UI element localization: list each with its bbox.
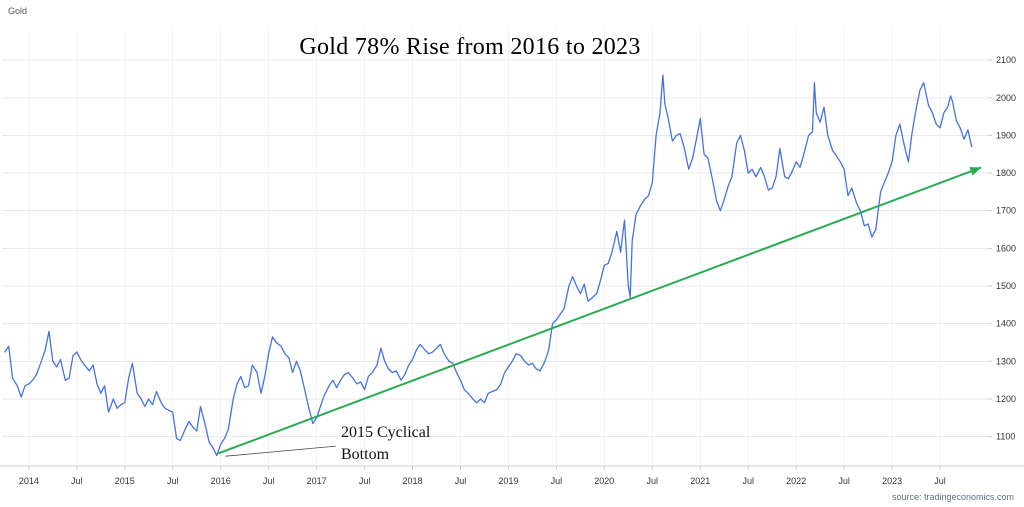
y-tick-label: 1500: [996, 281, 1016, 291]
x-tick-label: Jul: [359, 476, 371, 486]
x-tick-label: Jul: [263, 476, 275, 486]
x-tick-label: 2021: [690, 476, 710, 486]
y-tick-label: 1300: [996, 356, 1016, 366]
y-tick-label: 1600: [996, 243, 1016, 253]
y-tick-label: 1200: [996, 394, 1016, 404]
annotation-line-1: 2015 Cyclical: [341, 424, 431, 441]
x-tick-label: 2023: [882, 476, 902, 486]
y-tick-label: 1100: [996, 432, 1015, 442]
x-tick-label: 2018: [402, 476, 422, 486]
grid-layer: [2, 30, 988, 463]
x-tick-label: 2017: [307, 476, 327, 486]
cyclical-bottom-annotation: 2015 Cyclical Bottom: [341, 422, 430, 466]
x-tick-label: Jul: [838, 476, 850, 486]
x-tick-label: Jul: [742, 476, 754, 486]
x-tick-label: 2015: [115, 476, 135, 486]
x-tick-label: Jul: [934, 476, 946, 486]
annotation-line-2: Bottom: [341, 446, 390, 463]
y-tick-label: 2000: [996, 93, 1016, 103]
y-tick-label: 1400: [996, 319, 1016, 329]
source-credit: source: tradingeconomics.com: [891, 492, 1014, 502]
trend-layer: [217, 166, 982, 455]
trend-arrowhead: [969, 167, 982, 176]
x-tick-label: 2016: [211, 476, 231, 486]
annotation-pointer-line: [225, 445, 336, 457]
y-tick-label: 2100: [996, 55, 1016, 65]
y-tick-label: 1900: [996, 130, 1016, 140]
x-tick-label: Jul: [167, 476, 179, 486]
series-layer: [4, 74, 973, 457]
chart-title: Gold 78% Rise from 2016 to 2023: [299, 34, 641, 60]
y-tick-label: 1800: [996, 168, 1016, 178]
x-tick-label: Jul: [551, 476, 563, 486]
x-tick-label: 2014: [19, 476, 39, 486]
x-tick-label: Jul: [647, 476, 659, 486]
axis-layer: 2014 Jul 2015 Jul 2016 Jul 2017 Jul 2018 Jul 2019 J…: [0, 55, 1024, 486]
instrument-label: Gold: [8, 6, 28, 16]
annotation-layer: [225, 445, 336, 457]
trend-arrow-line: [217, 166, 982, 455]
x-tick-label: 2019: [498, 476, 518, 486]
y-tick-label: 1700: [996, 206, 1016, 216]
x-tick-label: Jul: [455, 476, 467, 486]
x-tick-label: Jul: [71, 476, 83, 486]
x-tick-label: 2022: [786, 476, 806, 486]
x-tick-label: 2020: [594, 476, 614, 486]
price-polyline: [4, 74, 973, 457]
